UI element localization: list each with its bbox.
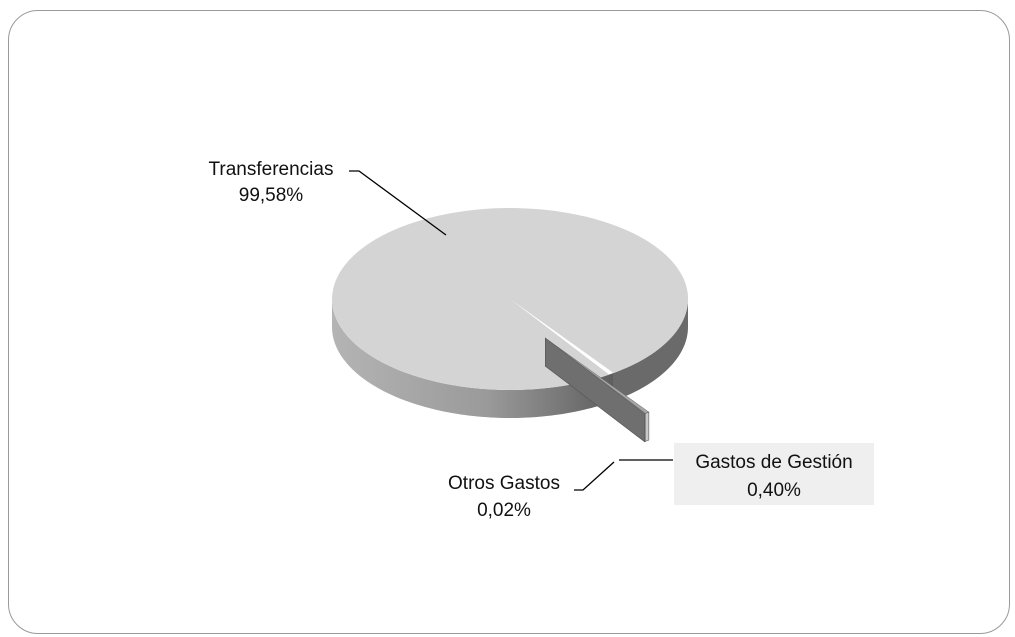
label-gastos-de-gestion-value: 0,40% bbox=[747, 480, 801, 501]
label-gastos-de-gestion-name: Gastos de Gestión bbox=[695, 452, 852, 473]
slice-gastos-de-gestion-rim bbox=[644, 411, 650, 442]
leader-line-transferencias bbox=[349, 170, 447, 236]
pie-chart: Transferencias 99,58% Gastos de Gestión 0,4… bbox=[209, 159, 874, 521]
leader-line-otros-gastos bbox=[574, 461, 615, 491]
label-otros-gastos-value: 0,02% bbox=[477, 500, 531, 521]
label-box-gastos-de-gestion bbox=[674, 443, 874, 505]
label-otros-gastos-name: Otros Gastos bbox=[448, 473, 560, 494]
slice-transferencias bbox=[332, 207, 689, 390]
slice-side-transferencias bbox=[332, 299, 614, 418]
slice-side-transferencias-right bbox=[613, 299, 688, 402]
slice-otros-gastos bbox=[545, 337, 646, 414]
chart-frame: Transferencias 99,58% Gastos de Gestión 0,4… bbox=[8, 10, 1010, 634]
slice-otros-gastos-rim bbox=[644, 412, 646, 443]
label-transferencias-name: Transferencias bbox=[209, 159, 334, 180]
label-transferencias-value: 99,58% bbox=[239, 185, 304, 206]
